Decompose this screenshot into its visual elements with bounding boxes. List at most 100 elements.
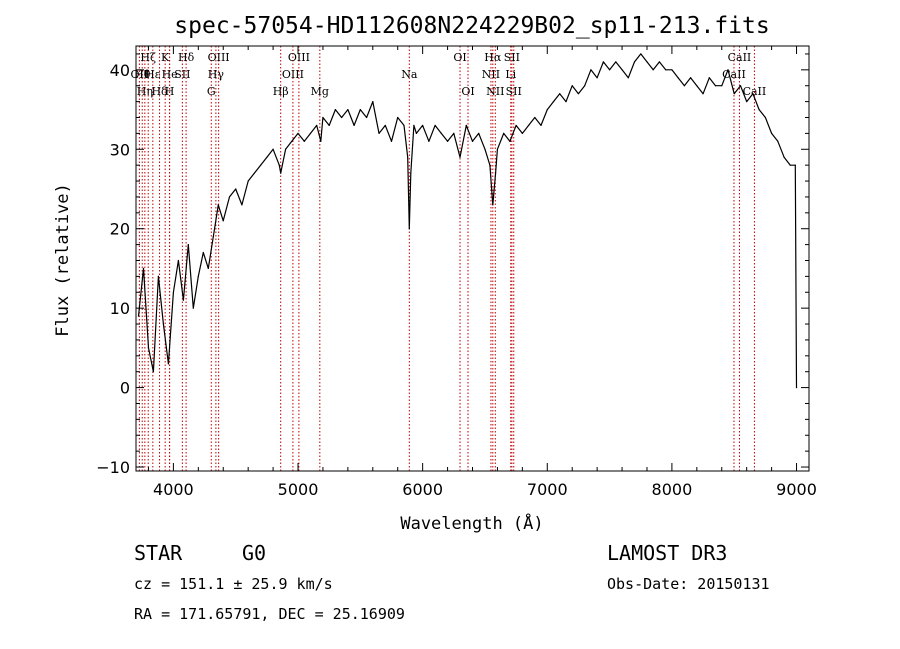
spectrum-point <box>489 164 491 166</box>
spectrum-point <box>147 347 150 349</box>
spectrum-point <box>408 228 410 230</box>
spectrum-point <box>202 251 204 254</box>
spectrum-point <box>235 188 237 190</box>
y-tick-label: 40 <box>110 61 130 80</box>
spectrum-point <box>272 148 274 150</box>
spectrum-point <box>459 156 461 158</box>
spectrum-point <box>478 132 480 134</box>
spectrum-point <box>496 148 499 150</box>
spectrum-point <box>783 156 785 158</box>
line-label: CaII <box>743 85 767 98</box>
line-label: Mg <box>311 85 329 98</box>
spectrum-point <box>671 69 673 71</box>
spectrum-point <box>683 85 685 87</box>
spectrum-point <box>157 275 160 277</box>
spectrum-point <box>415 132 418 134</box>
spectrum-point <box>690 77 692 79</box>
chart-title: spec-57054-HD112608N224229B02_sp11-213.f… <box>174 13 769 39</box>
line-label: SII <box>506 85 522 98</box>
line-label: NII <box>486 85 504 98</box>
line-label: OIII <box>288 51 310 64</box>
spectrum-point <box>320 140 322 142</box>
spectrum-point <box>341 116 343 119</box>
spectrum-point <box>721 85 723 87</box>
spectrum-point <box>615 61 617 63</box>
spectrum-point <box>446 140 449 142</box>
spectrum-point <box>771 132 773 134</box>
x-tick-label: 5000 <box>278 480 319 499</box>
spectrum-point <box>714 85 717 87</box>
spectrum-point <box>278 164 280 166</box>
spectrum-point <box>739 85 742 87</box>
spectrum-series <box>137 53 798 389</box>
spectrum-point <box>309 132 312 134</box>
spectrum-point <box>627 77 629 79</box>
spectrum-point <box>407 156 409 158</box>
spectral-subclass: G0 <box>242 541 266 565</box>
spectrum-point <box>608 69 611 71</box>
line-label: Hε <box>145 68 161 81</box>
line-label: Hζ <box>140 51 156 64</box>
spectrum-point <box>494 172 497 174</box>
spectrum-point <box>577 93 580 95</box>
y-tick-label: 30 <box>110 140 130 159</box>
y-tick-label: 20 <box>110 220 130 239</box>
spectrum-point <box>397 116 399 119</box>
spectrum-point <box>347 108 349 111</box>
spectral-line-markers <box>138 46 755 471</box>
line-label: OIII <box>282 68 304 81</box>
spectrum-point <box>284 148 287 150</box>
line-label: OI <box>461 85 474 98</box>
spectrum-point <box>182 299 184 301</box>
spectrum-point <box>546 108 548 111</box>
line-label: Hβ <box>273 85 289 98</box>
spectrum-point <box>142 267 145 270</box>
spectrum-point <box>253 172 255 174</box>
spectrum-point <box>316 124 318 127</box>
spectrum-point <box>440 132 442 134</box>
spectrum-point <box>621 69 623 71</box>
spectrum-point <box>410 172 412 174</box>
line-label: Hδ <box>151 85 168 98</box>
spectrum-point <box>665 69 667 71</box>
spectrum-point <box>422 124 424 127</box>
spectrum-point <box>291 140 293 142</box>
spectrum-point <box>565 101 567 103</box>
spectrum-point <box>384 124 386 127</box>
spectrum-point <box>280 172 282 174</box>
line-label: CaII <box>728 51 752 64</box>
spectrum-point <box>752 93 754 95</box>
spectrum-point <box>328 124 330 127</box>
spectrum-point <box>540 124 542 127</box>
spectrum-point <box>212 236 214 238</box>
spectrum-point <box>527 124 530 127</box>
spectrum-point <box>217 204 219 206</box>
spectrum-point <box>334 108 337 111</box>
y-tick-label: −10 <box>96 458 130 477</box>
spectrum-point <box>758 108 760 111</box>
spectrum-point <box>434 124 436 127</box>
spectrum-point <box>727 69 729 71</box>
spectrum-point <box>789 164 791 166</box>
spectrum-point <box>590 69 592 71</box>
spectrum-point <box>162 323 165 325</box>
x-tick-label: 7000 <box>527 480 568 499</box>
x-tick-label: 4000 <box>153 480 194 499</box>
spectrum-point <box>795 386 798 389</box>
spectrum-point <box>453 132 455 134</box>
spectrum-point <box>571 85 573 87</box>
line-label: Li <box>505 68 516 81</box>
y-axis-label: Flux (relative) <box>53 183 73 337</box>
spectrum-point <box>552 101 555 103</box>
line-label: H <box>165 85 175 98</box>
spectrum-point <box>322 116 324 119</box>
spectrum-point <box>633 61 636 63</box>
y-tick-label: 0 <box>120 379 130 398</box>
spectrum-line <box>137 53 798 388</box>
spectrum-point <box>137 315 140 317</box>
spectrum-point <box>492 204 494 206</box>
spectrum-point <box>372 101 374 103</box>
spectral-line-labels: OIIHθHηHζHεHδKHHeSIIHδGHγOIIIHβOIIIOIIIM… <box>131 51 767 98</box>
spectrum-point <box>596 77 598 79</box>
